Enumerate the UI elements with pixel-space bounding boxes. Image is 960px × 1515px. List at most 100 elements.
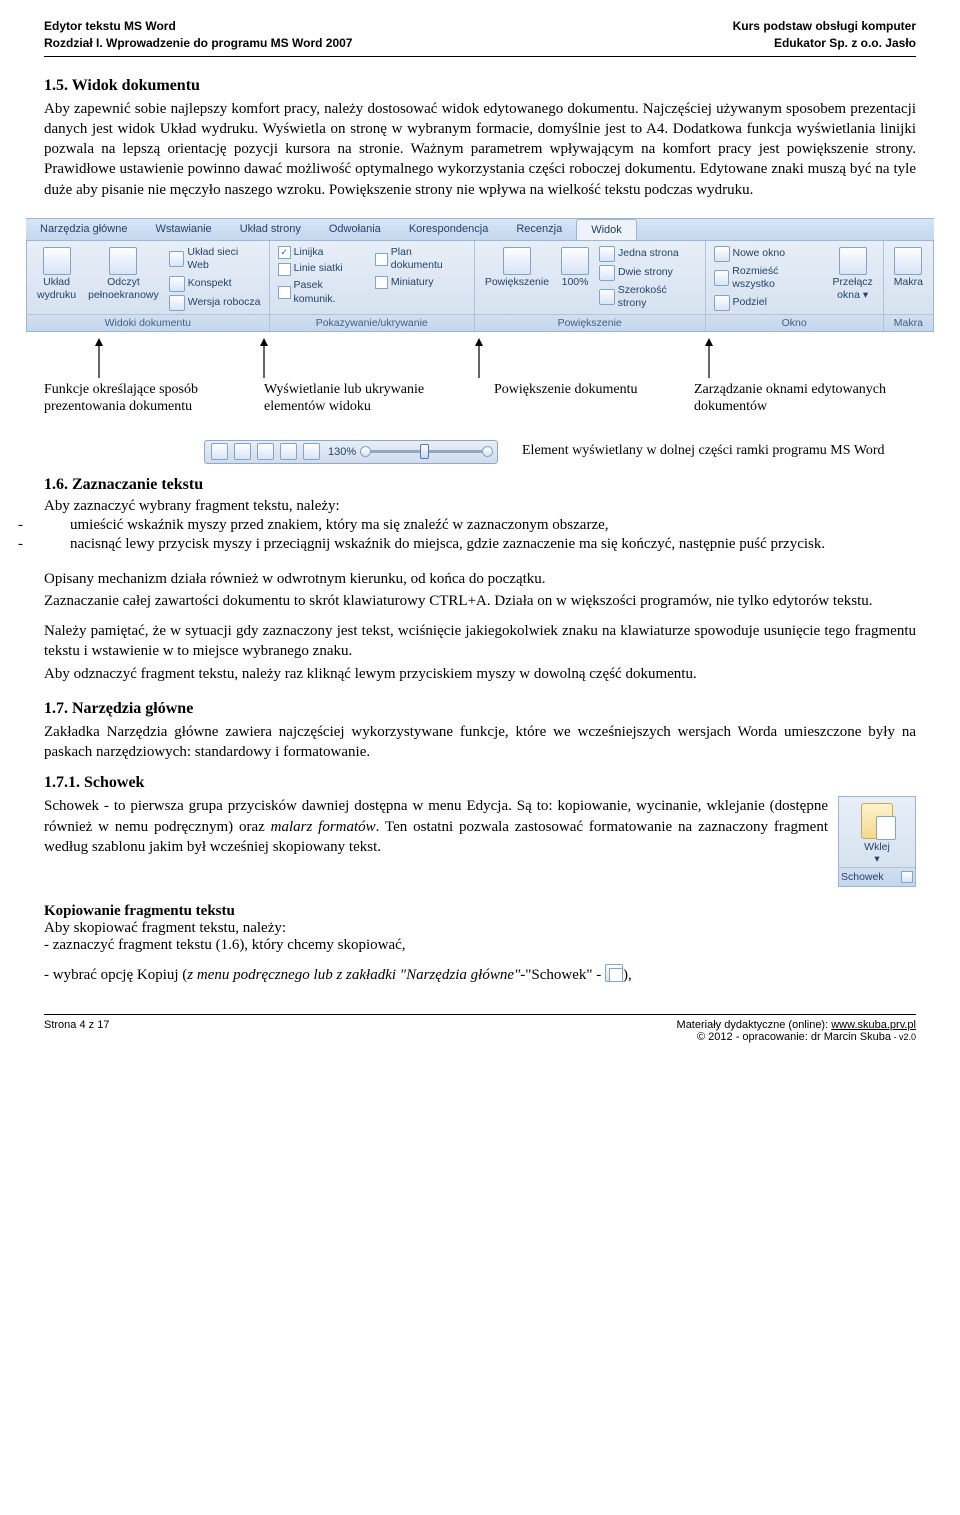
btn-wersja-robocza[interactable]: Wersja robocza (167, 294, 263, 312)
btn-100-percent[interactable]: 100% (557, 245, 593, 291)
footer-link[interactable]: www.skuba.prv.pl (831, 1019, 916, 1031)
paste-icon (861, 803, 893, 839)
ribbon-group-okno: Nowe okno Rozmieść wszystko Podziel Prze… (706, 241, 884, 331)
footer-line-1: Materiały dydaktyczne (online): www.skub… (677, 1019, 916, 1031)
arrow-up-icon (260, 338, 268, 378)
captions-row: Funkcje określające sposób prezentowania… (44, 382, 916, 416)
chk-plan-dokumentu[interactable]: Plan dokumentu (373, 245, 468, 274)
btn-makra[interactable]: Makra (890, 245, 927, 291)
chk-pasek-komunik[interactable]: Pasek komunik. (276, 278, 369, 307)
btn-jedna-strona[interactable]: Jedna strona (597, 245, 698, 263)
btn-szerokosc-strony[interactable]: Szerokość strony (597, 283, 698, 312)
schowek-panel-label: Schowek (841, 871, 884, 883)
para-1-7: Zakładka Narzędzia główne zawiera najczę… (44, 722, 916, 763)
caption-3: Powiększenie dokumentu (494, 382, 664, 416)
tab-uklad-strony[interactable]: Układ strony (226, 219, 315, 240)
zoom-percent[interactable]: 130% (328, 446, 356, 458)
zoom-icon (503, 247, 531, 275)
para-1-5: Aby zapewnić sobie najlepszy komfort pra… (44, 99, 916, 200)
btn-nowe-okno[interactable]: Nowe okno (712, 245, 825, 263)
chk-miniatury[interactable]: Miniatury (373, 275, 468, 291)
tab-recenzja[interactable]: Recenzja (502, 219, 576, 240)
intro-1-6: Aby zaznaczyć wybrany fragment tekstu, n… (44, 498, 916, 515)
page-width-icon (599, 289, 615, 305)
btn-konspekt[interactable]: Konspekt (167, 275, 263, 293)
list-item: -nacisnąć lewy przycisk myszy i przeciąg… (44, 536, 916, 553)
heading-1-7: 1.7. Narzędzia główne (44, 700, 916, 718)
ribbon-screenshot: Narzędzia główne Wstawianie Układ strony… (26, 218, 934, 332)
caption-2: Wyświetlanie lub ukrywanie elementów wid… (264, 382, 464, 416)
fullscreen-reading-icon (109, 247, 137, 275)
page-header: Edytor tekstu MS Word Rozdział I. Wprowa… (44, 18, 916, 57)
ribbon-tabs: Narzędzia główne Wstawianie Układ strony… (26, 218, 934, 240)
group-label-okno: Okno (706, 314, 883, 331)
view-mode-icon[interactable] (303, 443, 320, 460)
chk-linijka[interactable]: ✓Linijka (276, 245, 369, 261)
header-title-left: Edytor tekstu MS Word (44, 18, 352, 35)
zoom-caption: Element wyświetlany w dolnej części ramk… (522, 443, 885, 460)
ribbon-group-makra: Makra Makra (884, 241, 933, 331)
tab-widok[interactable]: Widok (576, 219, 637, 240)
one-page-icon (599, 246, 615, 262)
checkbox-icon (278, 286, 291, 299)
arrow-up-icon (705, 338, 713, 378)
list-item: -umieścić wskaźnik myszy przed znakiem, … (44, 517, 916, 534)
btn-odczyt-pelnoekranowy[interactable]: Odczyt pełnoekranowy (84, 245, 163, 304)
chevron-down-icon: ▾ (843, 853, 911, 865)
para-1-7-1: Schowek - to pierwsza grupa przycisków d… (44, 796, 828, 857)
btn-rozmiesc-wszystko[interactable]: Rozmieść wszystko (712, 264, 825, 293)
tab-korespondencja[interactable]: Korespondencja (395, 219, 503, 240)
group-label-makra: Makra (884, 314, 933, 331)
tab-narzedzia-glowne[interactable]: Narzędzia główne (26, 219, 141, 240)
intro-kopiowanie: Aby skopiować fragment tekstu, należy: (44, 920, 916, 937)
para-1-6-c: Należy pamiętać, że w sytuacji gdy zazna… (44, 621, 916, 662)
footer-page-number: Strona 4 z 17 (44, 1019, 109, 1043)
zoom-100-icon (561, 247, 589, 275)
heading-1-6: 1.6. Zaznaczanie tekstu (44, 476, 916, 494)
btn-wklej[interactable]: Wklej ▾ (839, 797, 915, 867)
zoom-slider[interactable] (362, 450, 491, 453)
zoom-slider-thumb[interactable] (420, 444, 429, 459)
heading-1-7-1: 1.7.1. Schowek (44, 774, 916, 792)
view-mode-icon[interactable] (280, 443, 297, 460)
header-subtitle-right: Edukator Sp. z o.o. Jasło (733, 35, 916, 52)
web-layout-icon (169, 251, 185, 267)
print-layout-icon (43, 247, 71, 275)
btn-uklad-sieci-web[interactable]: Układ sieci Web (167, 245, 263, 274)
split-icon (714, 295, 730, 311)
btn-podziel[interactable]: Podziel (712, 294, 825, 312)
btn-powiekszenie[interactable]: Powiększenie (481, 245, 553, 291)
header-subtitle-left: Rozdział I. Wprowadzenie do programu MS … (44, 35, 352, 52)
schowek-panel: Wklej ▾ Schowek (838, 796, 916, 887)
list-item: - zaznaczyć fragment tekstu (1.6), który… (44, 937, 916, 954)
group-label-powiekszenie: Powiększenie (475, 314, 705, 331)
group-label-widoki: Widoki dokumentu (27, 314, 269, 331)
tab-odwolania[interactable]: Odwołania (315, 219, 395, 240)
caption-4: Zarządzanie oknami edytowanych dokumentó… (694, 382, 916, 416)
btn-dwie-strony[interactable]: Dwie strony (597, 264, 698, 282)
tab-wstawianie[interactable]: Wstawianie (141, 219, 225, 240)
checkbox-icon (375, 253, 388, 266)
arrow-up-icon (95, 338, 103, 378)
header-title-right: Kurs podstaw obsługi komputer (733, 18, 916, 35)
para-1-6-b: Zaznaczanie całej zawartości dokumentu t… (44, 591, 916, 611)
checkbox-icon (375, 276, 388, 289)
dialog-launcher-icon[interactable] (901, 871, 913, 883)
ribbon-group-widoki: Układ wydruku Odczyt pełnoekranowy Układ… (27, 241, 270, 331)
view-mode-icon[interactable] (257, 443, 274, 460)
footer-line-2: © 2012 - opracowanie: dr Marcin Skuba - … (677, 1031, 916, 1043)
zoom-bar-row: 130% Element wyświetlany w dolnej części… (44, 440, 916, 464)
btn-uklad-wydruku[interactable]: Układ wydruku (33, 245, 80, 304)
ribbon-group-pokazywanie: ✓Linijka Linie siatki Pasek komunik. Pla… (270, 241, 475, 331)
group-label-pokazywanie: Pokazywanie/ukrywanie (270, 314, 474, 331)
btn-przelacz-okna[interactable]: Przełącz okna ▾ (829, 245, 877, 304)
switch-windows-icon (839, 247, 867, 275)
arrows-row (44, 338, 916, 382)
page-footer: Strona 4 z 17 Materiały dydaktyczne (onl… (44, 1014, 916, 1043)
chk-linie-siatki[interactable]: Linie siatki (276, 261, 369, 277)
ribbon-group-powiekszenie: Powiększenie 100% Jedna strona Dwie stro… (475, 241, 706, 331)
view-mode-icon[interactable] (234, 443, 251, 460)
view-mode-icon[interactable] (211, 443, 228, 460)
para-1-6-a: Opisany mechanizm działa również w odwro… (44, 569, 916, 589)
checkbox-icon (278, 263, 291, 276)
